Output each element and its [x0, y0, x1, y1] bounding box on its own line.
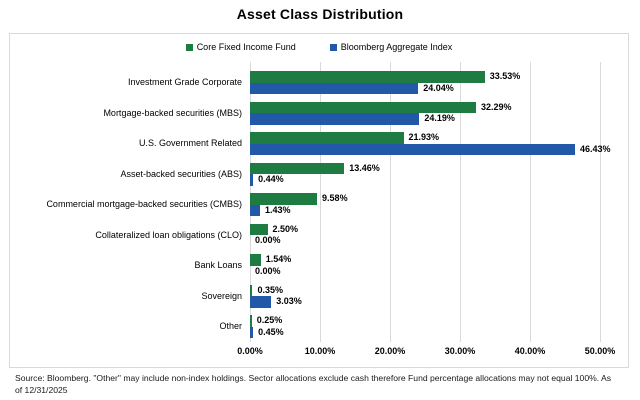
index-value-label: 46.43% [580, 143, 611, 154]
index-bar [250, 143, 575, 155]
gridline [460, 62, 461, 342]
index-bar [250, 296, 272, 308]
index-value-label: 0.00% [255, 235, 281, 245]
source-note: Source: Bloomberg. "Other" may include n… [15, 373, 612, 396]
index-bar [250, 204, 260, 216]
gridline [530, 62, 531, 342]
chart-frame: Core Fixed Income Fund Bloomberg Aggrega… [9, 33, 629, 368]
index-value-label: 3.03% [276, 296, 302, 306]
plot-area: 0.00% 10.00% 20.00% 30.00% 40.00% 50.00% Inves… [10, 34, 628, 367]
fund-value-label: 0.35% [257, 284, 283, 295]
category-label: Investment Grade Corporate [127, 77, 242, 87]
fund-bar [250, 193, 318, 205]
index-value-label: 1.43% [265, 204, 291, 215]
category-label: Mortgage-backed securities (MBS) [103, 107, 242, 118]
fund-bar [250, 284, 253, 296]
index-value-label: 0.00% [255, 265, 281, 276]
fund-bar [250, 162, 345, 174]
fund-bar [250, 315, 252, 327]
legend-label: Bloomberg Aggregate Index [340, 42, 453, 52]
index-value-label: 24.19% [424, 113, 455, 123]
legend-item-bloomberg-aggregate-index: Bloomberg Aggregate Index [329, 42, 453, 52]
axis-tick-label: 10.00% [304, 346, 336, 356]
category-label: Bank Loans [194, 260, 242, 270]
gridline [600, 62, 601, 342]
fund-bar [250, 223, 268, 235]
category-label: Commercial mortgage-backed securities (C… [46, 199, 242, 209]
fund-value-label: 13.46% [349, 162, 380, 173]
legend: Core Fixed Income Fund Bloomberg Aggrega… [10, 42, 628, 52]
category-label: Collateralized loan obligations (CLO) [95, 229, 242, 240]
axis-tick-label: 0.00% [237, 346, 263, 356]
index-value-label: 0.45% [258, 326, 284, 337]
fund-value-label: 33.53% [489, 71, 521, 81]
chart-title: Asset Class Distribution [236, 6, 404, 22]
legend-label: Core Fixed Income Fund [196, 42, 296, 52]
blue-swatch-icon [329, 43, 337, 51]
fund-value-label: 1.54% [265, 254, 292, 264]
index-value-label: 0.44% [258, 174, 284, 184]
index-value-label: 24.04% [423, 82, 454, 93]
axis-tick-label: 50.00% [584, 346, 616, 356]
green-swatch-icon [185, 43, 193, 51]
fund-value-label: 21.93% [408, 132, 440, 142]
gridline [390, 62, 391, 342]
fund-bar [250, 254, 261, 266]
axis-tick-label: 30.00% [444, 346, 476, 356]
fund-value-label: 32.29% [481, 101, 512, 112]
fund-value-label: 0.25% [256, 315, 283, 325]
fund-bar [250, 71, 485, 83]
fund-bar [250, 101, 477, 113]
fund-value-label: 2.50% [272, 223, 299, 234]
axis-tick-label: 20.00% [374, 346, 406, 356]
fund-bar [250, 132, 404, 144]
category-label: U.S. Government Related [138, 138, 242, 148]
fund-value-label: 9.58% [322, 193, 348, 203]
category-label: Asset-backed securities (ABS) [120, 168, 242, 179]
category-label: Sovereign [201, 290, 242, 301]
legend-item-core-fixed-income-fund: Core Fixed Income Fund [185, 42, 296, 52]
index-bar [250, 82, 419, 94]
index-bar [250, 174, 254, 186]
category-label: Other [219, 321, 242, 331]
gridline [320, 62, 321, 342]
index-bar [250, 326, 254, 338]
axis-tick-label: 40.00% [514, 346, 546, 356]
index-bar [250, 113, 420, 125]
